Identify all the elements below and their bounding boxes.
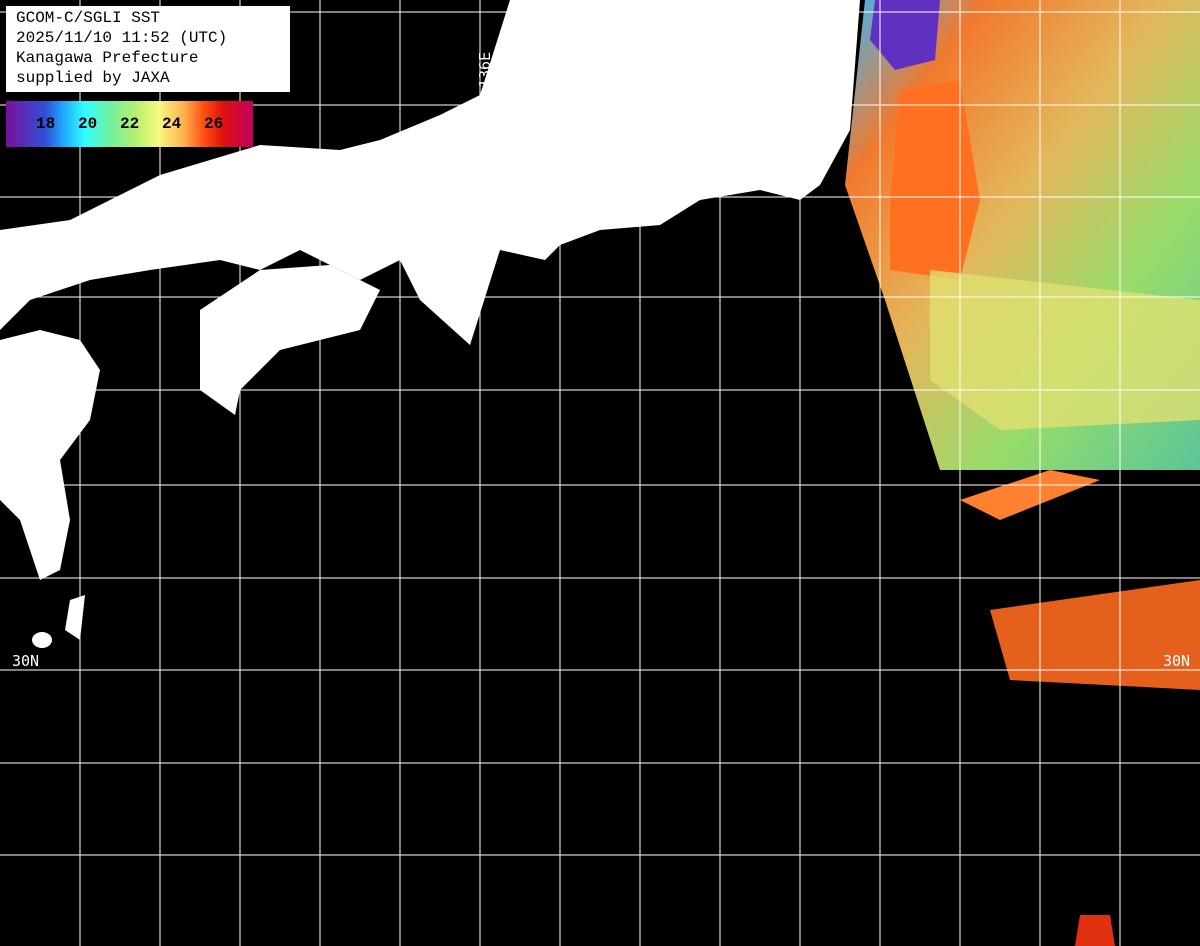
latitude-label-30n-left: 30N [12, 652, 40, 670]
colorbar-tick: 24 [162, 115, 182, 133]
longitude-label-136e: 136E [476, 51, 494, 88]
title-box: GCOM-C/SGLI SST 2025/11/10 11:52 (UTC) K… [6, 6, 290, 92]
colorbar-tick: 18 [36, 115, 56, 133]
colorbar-tick: 22 [120, 115, 140, 133]
colorbar-tick: 26 [204, 115, 224, 133]
satellite-product: GCOM-C/SGLI SST [16, 9, 161, 27]
latitude-label-30n-right: 30N [1163, 652, 1191, 670]
land [0, 0, 860, 648]
sst-colorbar: 18 20 22 24 26 [6, 101, 253, 147]
observation-time: 2025/11/10 11:52 (UTC) [16, 29, 228, 47]
data-credit: supplied by JAXA [16, 69, 170, 87]
sst-swath [845, 0, 1200, 946]
colorbar-tick: 20 [78, 115, 98, 133]
latitude-label-33: 33 [12, 371, 31, 389]
region-name: Kanagawa Prefecture [16, 49, 199, 67]
